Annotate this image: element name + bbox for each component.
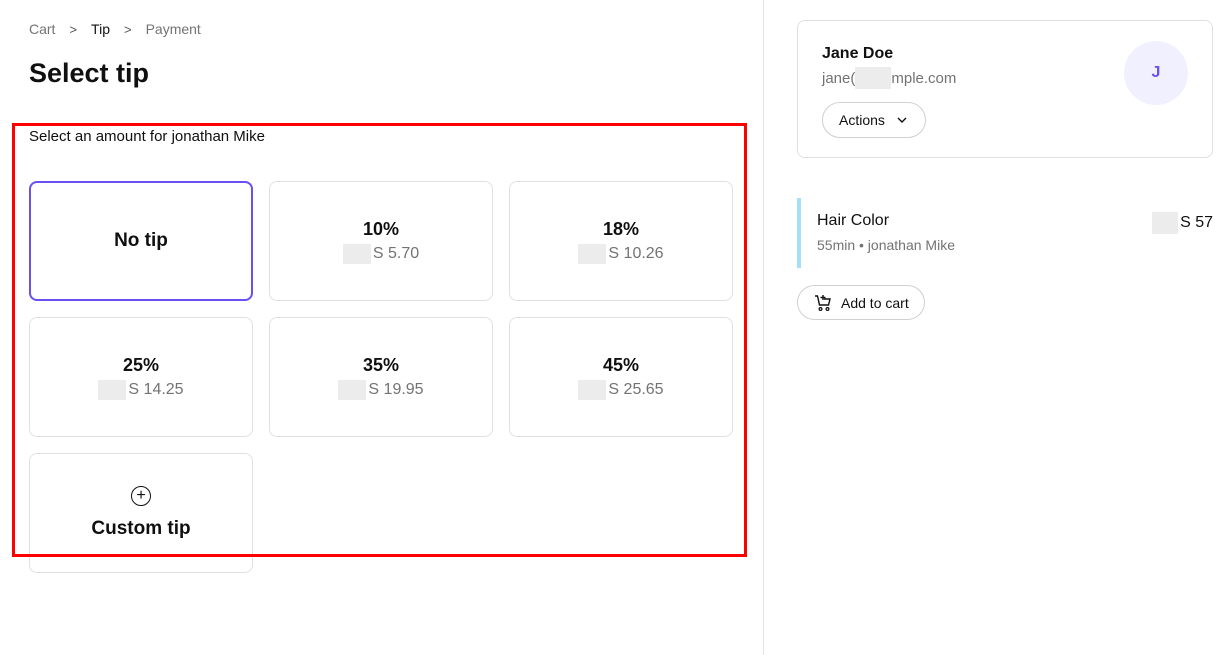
- tip-amount-value: S 10.26: [608, 244, 664, 262]
- tip-option-45[interactable]: 45% S 25.65: [509, 317, 733, 437]
- custom-tip-label: Custom tip: [91, 518, 191, 539]
- tip-option-no-tip[interactable]: No tip: [29, 181, 253, 301]
- add-to-cart-button[interactable]: Add to cart: [797, 285, 925, 320]
- service-price: S 57: [1152, 212, 1213, 234]
- custom-tip-button[interactable]: + Custom tip: [29, 453, 253, 573]
- tip-amount: S 25.65: [578, 379, 664, 400]
- page-title: Select tip: [29, 58, 150, 88]
- chevron-down-icon: [897, 117, 907, 123]
- service-price-value: S 57: [1180, 214, 1213, 231]
- redacted: [338, 379, 367, 400]
- tip-options-grid: No tip 10% S 5.70 18% S 10.26 25% S 14.2…: [29, 181, 733, 573]
- tip-label: 18%: [602, 218, 640, 239]
- service-name: Hair Color: [817, 212, 890, 229]
- client-name: Jane Doe: [822, 45, 894, 62]
- breadcrumb: Cart > Tip > Payment: [29, 21, 201, 37]
- tip-label: 45%: [602, 354, 640, 375]
- tip-option-35[interactable]: 35% S 19.95: [269, 317, 493, 437]
- tip-amount-value: S 5.70: [372, 244, 420, 262]
- email-suffix: mple.com: [891, 69, 957, 87]
- chevron-right-icon: >: [123, 21, 132, 37]
- email-prefix: jane(: [822, 69, 856, 87]
- chevron-right-icon: >: [69, 21, 78, 37]
- tip-label: 10%: [362, 218, 400, 239]
- actions-button[interactable]: Actions: [822, 102, 926, 138]
- tip-subtitle: Select an amount for jonathan Mike: [29, 128, 265, 145]
- plus-circle-icon: +: [131, 486, 151, 506]
- service-meta: 55min • jonathan Mike: [817, 237, 955, 253]
- client-card: Jane Doe jane( mple.com Actions J: [797, 20, 1213, 158]
- tip-option-25[interactable]: 25% S 14.25: [29, 317, 253, 437]
- tip-amount: S 19.95: [338, 379, 424, 400]
- client-email: jane( mple.com: [822, 67, 956, 89]
- breadcrumb-cart[interactable]: Cart: [29, 21, 56, 37]
- tip-amount-value: S 25.65: [608, 380, 664, 398]
- tip-label: 35%: [362, 354, 400, 375]
- avatar[interactable]: J: [1124, 41, 1188, 105]
- tip-amount-value: S 14.25: [128, 380, 184, 398]
- tip-amount: S 14.25: [98, 379, 184, 400]
- cart-plus-icon: [815, 294, 831, 311]
- tip-amount: S 10.26: [578, 243, 664, 264]
- add-to-cart-label: Add to cart: [841, 294, 909, 311]
- breadcrumb-payment: Payment: [145, 21, 201, 37]
- service-item[interactable]: Hair Color 55min • jonathan Mike S 57: [797, 198, 1213, 268]
- tip-amount: S 5.70: [342, 243, 420, 264]
- redacted: [342, 243, 371, 264]
- tip-option-18[interactable]: 18% S 10.26: [509, 181, 733, 301]
- redacted: [855, 67, 892, 89]
- actions-label: Actions: [839, 112, 885, 128]
- redacted: [1152, 212, 1179, 234]
- redacted: [578, 379, 607, 400]
- tip-label: 25%: [122, 354, 160, 375]
- tip-option-10[interactable]: 10% S 5.70: [269, 181, 493, 301]
- tip-label: No tip: [114, 230, 168, 251]
- main-panel: Cart > Tip > Payment Select tip Select a…: [12, 0, 764, 655]
- tip-amount-value: S 19.95: [368, 380, 424, 398]
- breadcrumb-tip: Tip: [91, 21, 110, 37]
- redacted: [98, 379, 127, 400]
- redacted: [578, 243, 607, 264]
